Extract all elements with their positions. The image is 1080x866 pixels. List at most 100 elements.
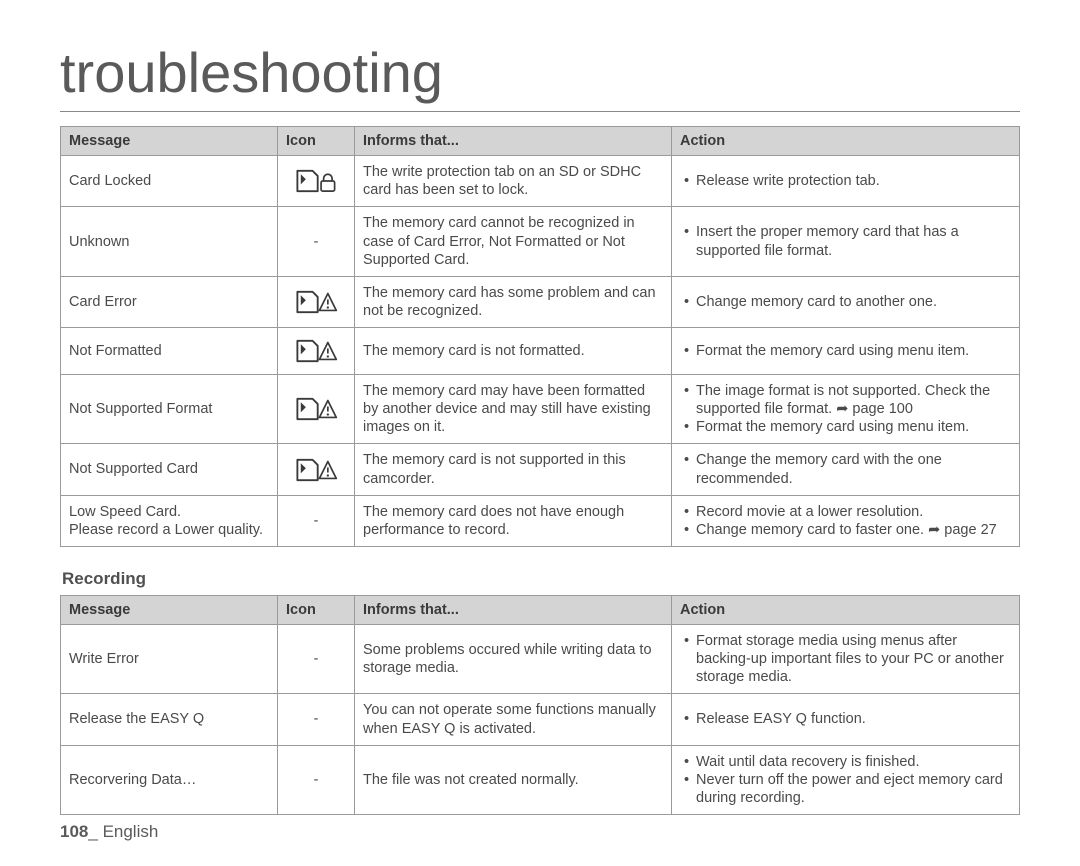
action-item: Release write protection tab. (684, 172, 1011, 190)
table-header-row: Message Icon Informs that... Action (61, 595, 1020, 624)
table-row: Card Error The memory card has some probl… (61, 276, 1020, 327)
page-footer: 108_ English (60, 822, 158, 842)
cell-action: Format the memory card using menu item. (672, 328, 1020, 375)
action-list: Release EASY Q function. (680, 710, 1011, 728)
action-item: Record movie at a lower resolution. (684, 503, 1011, 521)
cell-action: Wait until data recovery is finished.Nev… (672, 745, 1020, 814)
cell-icon (278, 444, 355, 495)
troubleshooting-table-recording: Message Icon Informs that... Action Writ… (60, 595, 1020, 815)
no-icon: - (314, 234, 319, 250)
cell-informs: The memory card has some problem and can… (355, 276, 672, 327)
cell-informs: The memory card is not supported in this… (355, 444, 672, 495)
action-item: The image format is not supported. Check… (684, 382, 1011, 418)
cell-icon: - (278, 207, 355, 276)
cell-action: Change memory card to another one. (672, 276, 1020, 327)
col-header-action: Action (672, 595, 1020, 624)
col-header-message: Message (61, 595, 278, 624)
table-row: Write Error - Some problems occured while … (61, 625, 1020, 694)
card-warning-icon (294, 335, 338, 367)
no-icon: - (314, 513, 319, 529)
action-list: Format the memory card using menu item. (680, 342, 1011, 360)
manual-page: troubleshooting Message Icon Informs tha… (0, 0, 1080, 866)
cell-icon: - (278, 495, 355, 546)
cell-icon (278, 276, 355, 327)
cell-icon (278, 328, 355, 375)
table-row: Not Supported Format The memory card may … (61, 375, 1020, 444)
col-header-message: Message (61, 127, 278, 156)
action-item: Insert the proper memory card that has a… (684, 223, 1011, 259)
no-icon: - (314, 711, 319, 727)
footer-sep: _ (88, 822, 102, 841)
action-item: Change memory card to faster one. ➦ page… (684, 521, 1011, 539)
action-item: Change memory card to another one. (684, 293, 1011, 311)
cell-message: Not Supported Format (61, 375, 278, 444)
cell-informs: The memory card does not have enough per… (355, 495, 672, 546)
cell-informs: The memory card may have been formatted … (355, 375, 672, 444)
table-row: Recorvering Data… - The file was not creat… (61, 745, 1020, 814)
table-row: Not Formatted The memory card is not form… (61, 328, 1020, 375)
page-number: 108 (60, 822, 88, 841)
table-row: Not Supported Card The memory card is not… (61, 444, 1020, 495)
cell-message: Write Error (61, 625, 278, 694)
cell-informs: The memory card cannot be recognized in … (355, 207, 672, 276)
footer-language: English (103, 822, 159, 841)
col-header-informs: Informs that... (355, 595, 672, 624)
cell-message: Unknown (61, 207, 278, 276)
cell-message: Card Error (61, 276, 278, 327)
table-row: Low Speed Card.Please record a Lower qua… (61, 495, 1020, 546)
table-header-row: Message Icon Informs that... Action (61, 127, 1020, 156)
action-item: Never turn off the power and eject memor… (684, 771, 1011, 807)
cell-icon: - (278, 694, 355, 745)
action-list: Change the memory card with the one reco… (680, 451, 1011, 487)
card-warning-icon (294, 286, 338, 318)
page-title: troubleshooting (60, 40, 1020, 112)
cell-message: Card Locked (61, 156, 278, 207)
action-list: Release write protection tab. (680, 172, 1011, 190)
action-list: Record movie at a lower resolution.Chang… (680, 503, 1011, 539)
col-header-informs: Informs that... (355, 127, 672, 156)
cell-message: Not Supported Card (61, 444, 278, 495)
cell-message: Not Formatted (61, 328, 278, 375)
action-list: Wait until data recovery is finished.Nev… (680, 753, 1011, 807)
cell-action: Release EASY Q function. (672, 694, 1020, 745)
section-heading-recording: Recording (62, 569, 1020, 589)
col-header-icon: Icon (278, 127, 355, 156)
action-list: Change memory card to another one. (680, 293, 1011, 311)
cell-message: Release the EASY Q (61, 694, 278, 745)
col-header-action: Action (672, 127, 1020, 156)
cell-icon: - (278, 745, 355, 814)
cell-message: Recorvering Data… (61, 745, 278, 814)
cell-icon: - (278, 625, 355, 694)
action-item: Format the memory card using menu item. (684, 418, 1011, 436)
action-list: Format storage media using menus after b… (680, 632, 1011, 686)
cell-message: Low Speed Card.Please record a Lower qua… (61, 495, 278, 546)
cell-informs: The file was not created normally. (355, 745, 672, 814)
cell-action: Format storage media using menus after b… (672, 625, 1020, 694)
action-item: Wait until data recovery is finished. (684, 753, 1011, 771)
cell-icon (278, 375, 355, 444)
cell-informs: The write protection tab on an SD or SDH… (355, 156, 672, 207)
no-icon: - (314, 772, 319, 788)
cell-action: Change the memory card with the one reco… (672, 444, 1020, 495)
cell-icon (278, 156, 355, 207)
cell-action: Release write protection tab. (672, 156, 1020, 207)
action-item: Format the memory card using menu item. (684, 342, 1011, 360)
action-item: Format storage media using menus after b… (684, 632, 1011, 686)
cell-informs: Some problems occured while writing data… (355, 625, 672, 694)
table-row: Unknown - The memory card cannot be recogn… (61, 207, 1020, 276)
card-locked-icon (294, 165, 338, 197)
col-header-icon: Icon (278, 595, 355, 624)
cell-action: The image format is not supported. Check… (672, 375, 1020, 444)
table-row: Card Locked The write protection tab on a… (61, 156, 1020, 207)
cell-action: Insert the proper memory card that has a… (672, 207, 1020, 276)
card-warning-icon (294, 393, 338, 425)
cell-informs: The memory card is not formatted. (355, 328, 672, 375)
action-item: Change the memory card with the one reco… (684, 451, 1011, 487)
troubleshooting-table-storage: Message Icon Informs that... Action Card… (60, 126, 1020, 547)
no-icon: - (314, 651, 319, 667)
table-row: Release the EASY Q - You can not operate s… (61, 694, 1020, 745)
card-warning-icon (294, 454, 338, 486)
action-item: Release EASY Q function. (684, 710, 1011, 728)
cell-informs: You can not operate some functions manua… (355, 694, 672, 745)
action-list: Insert the proper memory card that has a… (680, 223, 1011, 259)
